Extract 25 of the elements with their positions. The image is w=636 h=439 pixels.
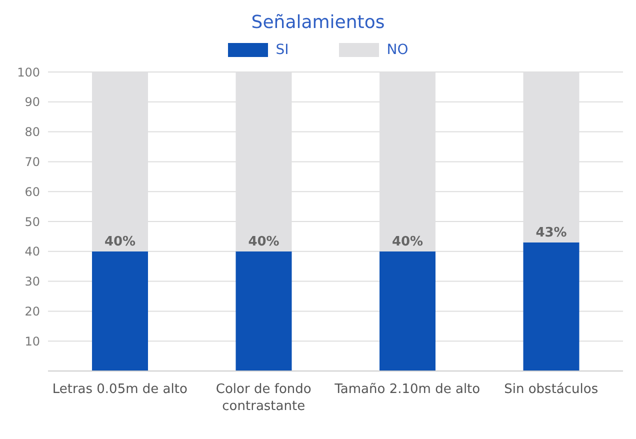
bar xyxy=(380,251,436,371)
y-tick-label: 100 xyxy=(17,65,40,80)
y-tick-label: 70 xyxy=(24,154,40,169)
chart-title: Señalamientos xyxy=(250,11,386,35)
y-tick-label: 20 xyxy=(24,304,40,318)
y-tick-label: 50 xyxy=(24,214,40,229)
y-tick-label: 80 xyxy=(24,125,40,140)
data-label: 40% xyxy=(104,234,136,250)
x-tick-label: Color de fondo contrastante xyxy=(216,382,312,414)
bar xyxy=(523,242,580,371)
y-tick-label: 40 xyxy=(24,244,40,259)
x-tick-label: Letras 0.05m de alto xyxy=(52,382,188,397)
x-tick-label: Sin obstáculos xyxy=(504,382,598,397)
x-tick-label: Tamaño 2.10m de alto xyxy=(334,382,480,397)
y-tick-label: 60 xyxy=(24,184,40,199)
legend-label: SI xyxy=(276,42,289,58)
bar xyxy=(236,251,292,371)
data-label: 40% xyxy=(392,234,424,250)
y-tick-label: 30 xyxy=(24,274,40,289)
legend-label: NO xyxy=(386,42,408,58)
data-label: 40% xyxy=(248,234,280,250)
y-tick-label: 90 xyxy=(24,95,40,110)
data-label: 43% xyxy=(536,225,567,240)
bar xyxy=(92,251,148,371)
y-tick-label: 10 xyxy=(24,334,40,348)
